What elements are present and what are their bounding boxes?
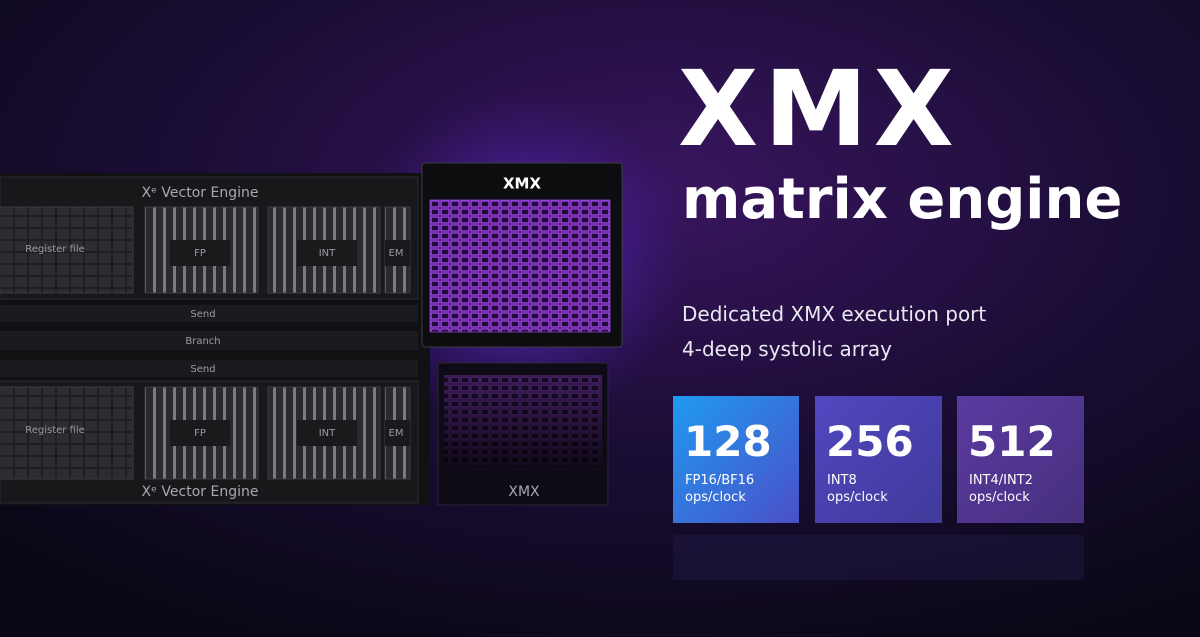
reflection-fade (444, 375, 602, 467)
card-bg (815, 396, 942, 523)
card-bg (957, 396, 1084, 523)
register-file-label: Register file (25, 425, 85, 436)
bus (0, 331, 418, 350)
unit-tag (385, 240, 410, 266)
stat-value: 256 (826, 417, 914, 466)
stat-card: 256 INT8 ops/clock (815, 396, 942, 523)
bus-label: Send (190, 364, 215, 375)
register-file (0, 386, 134, 480)
unit-tag (170, 420, 230, 446)
unit-label: INT (319, 248, 336, 259)
bus (0, 360, 418, 377)
bus-label: Branch (185, 336, 220, 347)
bus-label: Send (190, 309, 215, 320)
xmx-chip: XMX XMX (421, 162, 623, 506)
logo: XMX (678, 48, 960, 170)
unit-tag (385, 420, 410, 446)
unit-tag (170, 240, 230, 266)
stat-value: 128 (684, 417, 772, 466)
stat-card: 128 FP16/BF16 ops/clock (673, 396, 799, 523)
unit-label: EM (389, 428, 404, 439)
register-file-label: Register file (25, 244, 85, 255)
card-bg (673, 396, 799, 523)
cards-reflection (673, 535, 1084, 580)
feature: 4-deep systolic array (682, 337, 892, 361)
engine-label: Xᵉ Vector Engine (142, 185, 259, 201)
reflection-label: XMX (508, 484, 540, 500)
stat-value: 512 (968, 417, 1056, 466)
stat-format: FP16/BF16 (685, 473, 754, 488)
subtitle: matrix engine (682, 167, 1122, 232)
unit-label: FP (194, 428, 206, 439)
stat-unit: ops/clock (969, 490, 1030, 505)
systolic-array (429, 199, 611, 333)
stat-unit: ops/clock (685, 490, 746, 505)
vector-engine-diagram: Xᵉ Vector Engine Register file FP INT EM… (0, 173, 430, 505)
unit-tag (297, 240, 357, 266)
bus (0, 305, 418, 322)
unit-label: FP (194, 248, 206, 259)
stat-format: INT4/INT2 (969, 473, 1033, 488)
unit-label: INT (319, 428, 336, 439)
stat-format: INT8 (827, 473, 857, 488)
unit-tag (297, 420, 357, 446)
unit-label: EM (389, 248, 404, 259)
engine-label: Xᵉ Vector Engine (142, 484, 259, 500)
register-file (0, 206, 134, 294)
stat-card: 512 INT4/INT2 ops/clock (957, 396, 1084, 523)
chip-label: XMX (503, 175, 541, 193)
stat-unit: ops/clock (827, 490, 888, 505)
feature: Dedicated XMX execution port (682, 302, 986, 326)
